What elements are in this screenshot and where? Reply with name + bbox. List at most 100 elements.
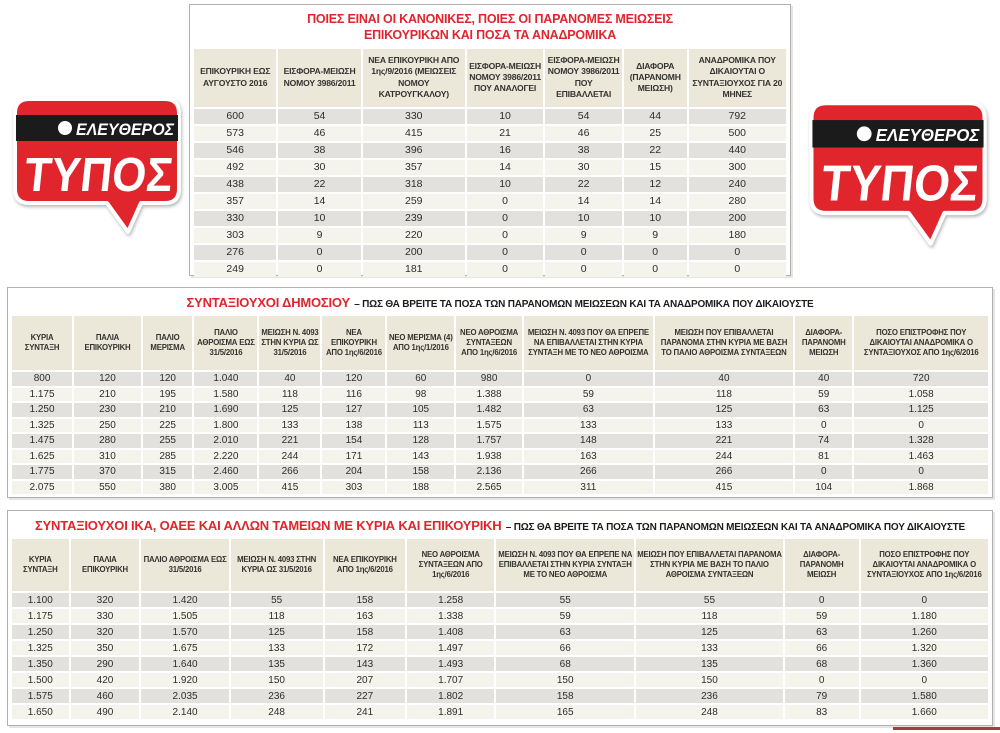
data-table-ika: ΚΥΡΙΑ ΣΥΝΤΑΞΗ ΠΑΛΙΑ ΕΠΙΚΟΥΡΙΚΗ ΠΑΛΙΟ ΑΘΡΟΙ… [10,537,990,721]
cell: 244 [654,449,794,463]
cell: 81 [795,449,853,463]
table-row: 249 0 181 0 0 0 0 [194,261,786,277]
cell: 1.570 [141,625,229,639]
cell: 55 [496,593,635,607]
cell: 154 [322,434,386,448]
cell: 66 [496,641,635,655]
cell: 0 [466,261,544,277]
cell: 1.580 [860,689,988,703]
column-header: ΜΕΙΩΣΗ Ν. 4093 ΠΟΥ ΘΑ ΕΠΡΕΠΕ ΝΑ ΕΠΙΒΑΛΛΕ… [523,316,653,370]
cell: 550 [74,480,141,494]
cell: 320 [70,593,140,607]
cell: 165 [496,705,635,719]
cell: 44 [623,108,687,124]
page-edge-red-rule [893,727,1000,730]
cell: 303 [322,480,386,494]
cell: 1.640 [141,657,229,671]
column-header: ΕΙΣΦΟΡΑ-ΜΕΙΩΣΗ ΝΟΜΟΥ 3986/2011 ΠΟΥ ΑΝΑΛΟ… [466,48,544,107]
column-header: ΠΟΣΟ ΕΠΙΣΤΡΟΦΗΣ ΠΟΥ ΔΙΚΑΙΟΥΤΑΙ ΑΝΑΔΡΟΜΙΚ… [860,539,988,591]
cell: 104 [795,480,853,494]
cell: 0 [466,227,544,243]
column-header: ΝΕΑ ΕΠΙΚΟΥΡΙΚΗ ΑΠΟ 1ης/6/2016 [322,316,386,370]
cell: 125 [230,625,323,639]
cell: 415 [654,480,794,494]
cell: 1.175 [12,609,69,623]
cell: 9 [278,227,361,243]
cell: 3.005 [194,480,258,494]
cell: 1.175 [12,387,73,401]
cell: 1.350 [12,657,69,671]
cell: 59 [496,609,635,623]
cell: 1.575 [456,418,522,432]
cell: 0 [854,465,988,479]
cell: 249 [194,261,277,277]
cell: 200 [688,210,786,226]
cell: 0 [795,465,853,479]
cell: 79 [784,689,859,703]
cell: 14 [545,193,622,209]
cell: 357 [362,159,465,175]
cell: 68 [496,657,635,671]
table-row: 1.325 350 1.675 133 172 1.497 66 133 66 1.320 [12,641,988,655]
cell: 0 [795,418,853,432]
cell: 0 [688,244,786,260]
column-header: ΝΕΟ ΜΕΡΙΣΜΑ (4) ΑΠΟ 1ης/1/2016 [387,316,455,370]
column-header: ΠΑΛΙΑ ΕΠΙΚΟΥΡΙΚΗ [70,539,140,591]
cell: 163 [523,449,653,463]
cell: 59 [795,387,853,401]
cell: 116 [322,387,386,401]
cell: 2.460 [194,465,258,479]
cell: 227 [324,689,406,703]
cell: 1.675 [141,641,229,655]
column-header: ΕΙΣΦΟΡΑ-ΜΕΙΩΣΗ ΝΟΜΟΥ 3986/2011 [278,48,361,107]
header-row: ΚΥΡΙΑ ΣΥΝΤΑΞΗ ΠΑΛΙΑ ΕΠΙΚΟΥΡΙΚΗ ΠΑΛΙΟ ΜΕΡΙΣ… [12,316,988,370]
column-header: ΝΕΑ ΕΠΙΚΟΥΡΙΚΗ ΑΠΟ 1ης/6/2016 [324,539,406,591]
cell: 0 [784,593,859,607]
table-panel-ika: ΣΥΝΤΑΞΙΟΥΧΟΙ ΙΚΑ, ΟΑΕΕ ΚΑΙ ΑΛΛΩΝ ΤΑΜΕΙΩΝ… [7,510,993,726]
table-row: 492 30 357 14 30 15 300 [194,159,786,175]
table-title: ΣΥΝΤΑΞΙΟΥΧΟΙ ΙΚΑ, ΟΑΕΕ ΚΑΙ ΑΛΛΩΝ ΤΑΜΕΙΩΝ… [10,513,990,537]
cell: 276 [194,244,277,260]
cell: 255 [142,434,193,448]
eleftheros-typos-logo-right: ΕΛΕΥΘΕΡΟΣ ΤΥΠΟΣ [808,100,988,250]
cell: 1.100 [12,593,69,607]
data-table-dimosio: ΚΥΡΙΑ ΣΥΝΤΑΞΗ ΠΑΛΙΑ ΕΠΙΚΟΥΡΙΚΗ ΠΑΛΙΟ ΜΕΡΙΣ… [10,314,990,496]
cell: 30 [545,159,622,175]
cell: 266 [523,465,653,479]
column-header: ΑΝΑΔΡΟΜΙΚΑ ΠΟΥ ΔΙΚΑΙΟΥΤΑΙ Ο ΣΥΝΤΑΞΙΟΥΧΟΣ… [688,48,786,107]
cell: 135 [636,657,783,671]
cell: 125 [259,403,321,417]
cell: 259 [362,193,465,209]
cell: 1.058 [854,387,988,401]
cell: 25 [623,125,687,141]
cell: 40 [654,372,794,386]
cell: 207 [324,673,406,687]
cell: 1.580 [194,387,258,401]
cell: 0 [466,244,544,260]
cell: 30 [278,159,361,175]
cell: 230 [74,403,141,417]
table-row: 1.650 490 2.140 248 241 1.891 165 248 83 1.660 [12,705,988,719]
cell: 118 [259,387,321,401]
cell: 181 [362,261,465,277]
cell: 225 [142,418,193,432]
column-header: ΔΙΑΦΟΡΑ-ΠΑΡΑΝΟΜΗ ΜΕΙΩΣΗ [795,316,853,370]
logo-name: ΤΥΠΟΣ [22,148,176,202]
column-header: ΜΕΙΩΣΗ Ν. 4093 ΠΟΥ ΘΑ ΕΠΡΕΠΕ ΝΑ ΕΠΙΒΑΛΛΕ… [496,539,635,591]
logo-masthead: ΕΛΕΥΘΕΡΟΣ [876,125,980,145]
column-header: ΜΕΙΩΣΗ ΠΟΥ ΕΠΙΒΑΛΛΕΤΑΙ ΠΑΡΑΝΟΜΑ ΣΤΗΝ ΚΥΡ… [654,316,794,370]
cell: 320 [70,625,140,639]
column-header: ΝΕΟ ΑΘΡΟΙΣΜΑ ΣΥΝΤΑΞΕΩΝ ΑΠΟ 1ης/6/2016 [456,316,522,370]
cell: 0 [623,261,687,277]
column-header: ΝΕΑ ΕΠΙΚΟΥΡΙΚΗ ΑΠΟ 1ης/9/2016 (ΜΕΙΩΣΕΙΣ … [362,48,465,107]
column-header: ΝΕΟ ΑΘΡΟΙΣΜΑ ΣΥΝΤΑΞΕΩΝ ΑΠΟ 1ης/6/2016 [407,539,495,591]
cell: 0 [545,244,622,260]
cell: 221 [654,434,794,448]
cell: 1.338 [407,609,495,623]
cell: 1.497 [407,641,495,655]
cell: 720 [854,372,988,386]
cell: 54 [545,108,622,124]
cell: 370 [74,465,141,479]
cell: 1.500 [12,673,69,687]
table-row: 1.500 420 1.920 150 207 1.707 150 150 0 0 [12,673,988,687]
